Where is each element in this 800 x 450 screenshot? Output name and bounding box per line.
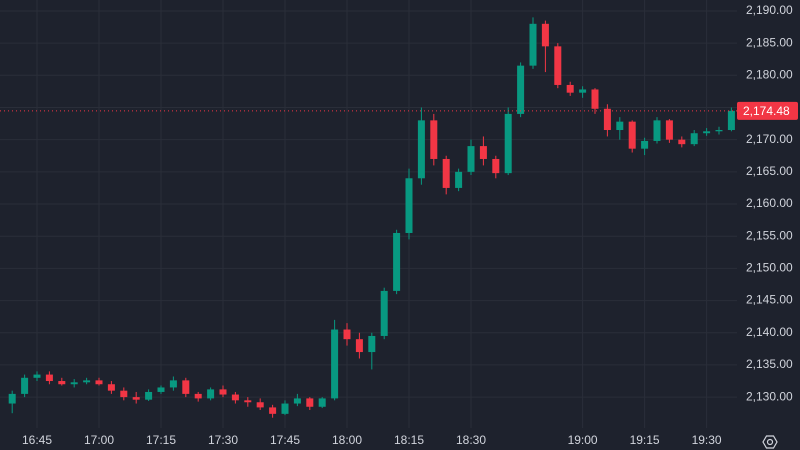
candle-body — [83, 380, 91, 383]
candle-body — [157, 387, 165, 392]
candle-body — [182, 380, 190, 394]
candle-body — [293, 398, 301, 404]
candle-body — [231, 394, 239, 401]
candle-body — [727, 110, 735, 131]
candle-body — [665, 120, 673, 140]
candle-body — [579, 89, 587, 93]
last-price-badge — [737, 101, 798, 120]
candle-body — [380, 290, 388, 336]
candle-body — [207, 389, 215, 399]
x-tick-label: 17:45 — [270, 433, 300, 447]
candle-body — [504, 113, 512, 174]
candle-body — [467, 146, 475, 172]
candle-body — [492, 158, 500, 174]
y-tick-label: 2,130.00 — [746, 389, 793, 403]
candle-body — [33, 374, 41, 378]
candle-body — [703, 131, 711, 134]
settings-icon[interactable] — [762, 435, 778, 449]
x-tick-label: 19:30 — [692, 433, 722, 447]
candle-body — [405, 178, 413, 233]
y-tick-label: 2,160.00 — [746, 196, 793, 210]
x-tick-label: 18:30 — [456, 433, 486, 447]
candle-body — [145, 391, 153, 400]
candle-body — [58, 381, 66, 385]
candle-body — [616, 121, 624, 131]
candle-body — [194, 393, 202, 399]
grid — [0, 0, 737, 428]
x-tick-label: 18:00 — [332, 433, 362, 447]
x-tick-label: 17:15 — [146, 433, 176, 447]
axes: 2,130.00 2,135.00 2,140.00 2,145.00 2,150.00… — [22, 3, 798, 447]
candle-body — [529, 23, 537, 66]
candle-body — [318, 398, 326, 407]
candle-body — [455, 171, 463, 188]
candle-body — [120, 390, 128, 398]
candle-body — [517, 65, 525, 114]
x-tick-label: 19:00 — [568, 433, 598, 447]
candle-body — [368, 335, 376, 353]
candle-body — [107, 384, 115, 391]
y-tick-label: 2,185.00 — [746, 35, 793, 49]
x-tick-label: 17:00 — [84, 433, 114, 447]
y-tick-label: 2,165.00 — [746, 164, 793, 178]
y-tick-label: 2,135.00 — [746, 357, 793, 371]
y-tick-label: 2,190.00 — [746, 3, 793, 17]
y-tick-label: 2,150.00 — [746, 261, 793, 275]
candle-body — [591, 89, 599, 109]
candle-body — [430, 120, 438, 159]
y-tick-label: 2,155.00 — [746, 228, 793, 242]
candle-body — [331, 329, 339, 399]
candle-body — [479, 146, 487, 159]
candle-body — [132, 397, 140, 400]
y-tick-label: 2,180.00 — [746, 67, 793, 81]
candles — [0, 17, 737, 418]
y-tick-label: 2,140.00 — [746, 325, 793, 339]
x-tick-label: 17:30 — [208, 433, 238, 447]
candle-body — [281, 403, 289, 414]
candle-body — [256, 402, 264, 408]
candle-body — [45, 374, 53, 382]
candle-body — [641, 140, 649, 149]
settings-dot — [766, 438, 774, 446]
candle-body — [8, 393, 16, 404]
candle-body — [95, 380, 103, 385]
candle-body — [678, 139, 686, 145]
candle-body — [393, 232, 401, 291]
candle-body — [219, 389, 227, 395]
candle-body — [306, 398, 314, 407]
x-tick-label: 19:15 — [630, 433, 660, 447]
candle-body — [417, 120, 425, 179]
candle-body — [244, 400, 252, 403]
candle-body — [690, 133, 698, 145]
candle-body — [442, 158, 450, 188]
candle-body — [554, 46, 562, 85]
candle-body — [343, 329, 351, 340]
last-price-label: 2,174.48 — [743, 104, 790, 118]
candle-body — [603, 108, 611, 131]
candle-body — [355, 339, 363, 353]
y-tick-label: 2,145.00 — [746, 293, 793, 307]
candle-body — [70, 382, 78, 385]
settings-hex — [762, 435, 778, 449]
y-tick-label: 2,170.00 — [746, 132, 793, 146]
candle-body — [566, 84, 574, 93]
candle-body — [653, 120, 661, 141]
candle-body — [715, 130, 723, 132]
candle-body — [628, 121, 636, 149]
x-tick-label: 18:15 — [394, 433, 424, 447]
x-tick-label: 16:45 — [22, 433, 52, 447]
candle-body — [169, 380, 177, 388]
candle-body — [21, 377, 29, 394]
candle-body — [269, 407, 277, 414]
candle-body — [541, 23, 549, 47]
